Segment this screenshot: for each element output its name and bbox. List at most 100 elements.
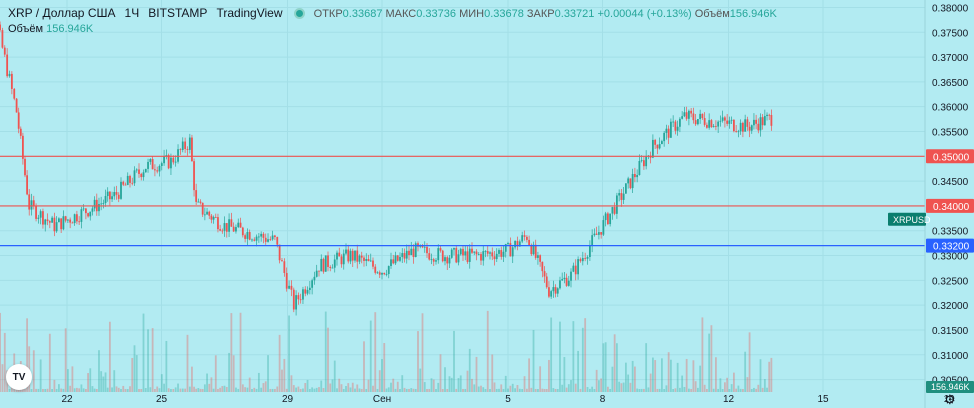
volume-bar [737, 385, 740, 392]
volume-bar [561, 384, 564, 392]
volume-bar [412, 388, 415, 392]
gear-icon[interactable]: ⚙ [944, 392, 956, 407]
volume-bar [410, 388, 413, 392]
candle-body [486, 251, 489, 254]
volume-bar [318, 387, 320, 392]
volume-bar [742, 388, 744, 392]
candle-body [374, 266, 377, 273]
volume-bar [71, 366, 74, 392]
candle-body [710, 120, 713, 128]
candle-body [232, 226, 235, 232]
volume-bar [281, 369, 283, 392]
candle-body [768, 114, 771, 116]
candle-body [276, 237, 279, 245]
volume-bar [759, 359, 762, 392]
volume-bar [257, 372, 260, 392]
time-tick-label: 19 [943, 394, 955, 405]
volume-bar [356, 384, 359, 392]
volume-bar [320, 380, 323, 392]
volume-pane-label[interactable]: Объём [8, 23, 44, 35]
volume-bar [645, 343, 648, 392]
volume-bar [450, 377, 453, 392]
candle-body [372, 260, 374, 267]
close-label: ЗАКР [526, 8, 555, 20]
time-axis[interactable]: 22 25 29 Сен 5 8 12 15 19 [61, 394, 955, 405]
price-tick-label: 0.37500 [932, 28, 969, 39]
candle-body [115, 192, 118, 195]
market-status-icon[interactable] [293, 7, 305, 19]
volume-bar [133, 345, 136, 392]
volume-bar [518, 388, 521, 392]
candle-body [593, 233, 596, 236]
volume-bar [244, 387, 247, 392]
price-tick-label: 0.36500 [932, 78, 969, 89]
candle-body [195, 190, 198, 202]
candle-body [356, 250, 359, 262]
candle-body [214, 217, 217, 218]
candle-body [439, 248, 442, 251]
symbol-name[interactable]: XRP / Доллар США [8, 6, 116, 20]
volume-bar [672, 388, 675, 392]
volume-bar [241, 384, 244, 392]
interval-label[interactable]: 1Ч [124, 6, 140, 20]
volume-bar [500, 384, 503, 392]
candle-body [611, 207, 614, 214]
chart-legend: XRP / Доллар США 1Ч BITSTAMP TradingView… [8, 6, 777, 20]
volume-bar [491, 354, 494, 392]
volume-bar [104, 372, 107, 392]
candle-body [701, 113, 704, 119]
candle-body [426, 246, 428, 254]
candle-body [315, 270, 318, 277]
volume-bar [473, 384, 476, 392]
volume-bar [753, 387, 755, 392]
volume-bar [399, 388, 401, 392]
candle-body [755, 119, 758, 124]
volume-bar [468, 348, 471, 392]
volume-bar [374, 312, 377, 392]
candle-body [365, 259, 368, 261]
candle-body [654, 139, 657, 145]
candle-body [545, 276, 548, 288]
candle-body [690, 110, 693, 114]
candle-body [417, 243, 419, 247]
candle-body [324, 255, 327, 272]
volume-bar [710, 325, 713, 392]
candle-body [138, 169, 140, 174]
volume-bar [570, 380, 572, 392]
candle-body [48, 221, 51, 223]
volume-bar [124, 389, 127, 392]
candle-body [516, 240, 519, 247]
candle-body [292, 289, 295, 310]
candle-body [51, 217, 54, 223]
candle-body [55, 222, 58, 232]
volume-bar [327, 327, 329, 392]
candle-body [80, 209, 83, 222]
volume-bar [165, 340, 168, 392]
candle-body [719, 120, 722, 122]
candle-body [64, 216, 67, 221]
candle-body [484, 251, 487, 252]
volume-bar [643, 388, 645, 392]
candle-body [6, 54, 9, 77]
candle-body [19, 128, 22, 136]
candle-body [502, 251, 505, 257]
candle-body [295, 295, 297, 310]
candle-body [331, 267, 334, 269]
volume-bar [87, 373, 89, 392]
tradingview-logo-icon[interactable]: TV [6, 364, 32, 390]
volume-bar [600, 378, 603, 392]
volume-bar [690, 388, 693, 392]
volume-bar [694, 381, 697, 392]
candle-body [306, 290, 309, 294]
symbol-tag-label: XRPUSD [893, 215, 931, 225]
volume-bar [354, 388, 356, 392]
candle-body [13, 88, 16, 99]
candle-body [712, 126, 715, 128]
volume-bar [108, 321, 111, 392]
volume-bar [333, 360, 336, 392]
volume-bar [432, 379, 435, 392]
candle-body [85, 208, 87, 214]
candle-body [636, 174, 639, 178]
volume-bar [593, 388, 596, 392]
